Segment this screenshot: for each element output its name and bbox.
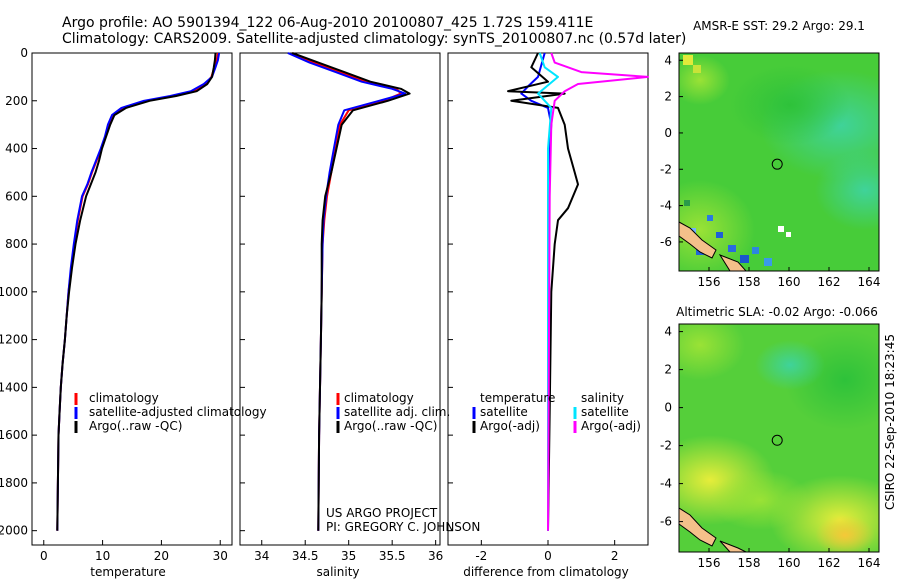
map-y-tick-label: 0 xyxy=(664,126,672,140)
depth-tick-label: 1200 xyxy=(0,333,28,347)
x-tick-label: -2 xyxy=(475,549,487,563)
legend-sal-satellite-label: satellite xyxy=(581,405,629,419)
depth-tick-label: 1000 xyxy=(0,285,28,299)
figure-title-line1: Argo profile: AO 5901394_122 06-Aug-2010… xyxy=(62,15,593,31)
sla-argo-location-marker xyxy=(771,434,783,446)
x-tick-label: 36 xyxy=(428,549,443,563)
x-tick-label: 10 xyxy=(95,549,110,563)
x-tick-label: 20 xyxy=(154,549,169,563)
legend-satellite-label: satellite-adjusted climatology xyxy=(89,405,267,419)
difference-legend: temperature satellite Argo(-adj) salinit… xyxy=(472,391,641,433)
map-y-tick-label: -4 xyxy=(660,477,672,491)
temperature-xlabel: temperature xyxy=(90,565,165,579)
salinity-legend: climatology satellite adj. clim. Argo(..… xyxy=(336,391,450,433)
depth-tick-label: 400 xyxy=(5,142,28,156)
depth-tick-label: 0 xyxy=(20,46,28,60)
difference-xlabel: difference from climatology xyxy=(463,565,629,579)
legend-temp-argo-label: Argo(-adj) xyxy=(480,419,540,433)
depth-tick-label: 200 xyxy=(5,94,28,108)
map-y-tick-label: -2 xyxy=(660,162,672,176)
map-x-tick-label: 158 xyxy=(738,556,761,570)
temperature-plot-frame xyxy=(31,52,233,546)
x-tick-label: 35 xyxy=(341,549,356,563)
map-y-tick-label: -2 xyxy=(660,439,672,453)
sst-map-title: AMSR-E SST: 29.2 Argo: 29.1 xyxy=(693,19,865,33)
sla-map-title: Altimetric SLA: -0.02 Argo: -0.066 xyxy=(676,305,878,319)
sst-map-field xyxy=(679,53,879,271)
map-y-tick-label: 4 xyxy=(664,53,672,67)
figure-title-line2: Climatology: CARS2009. Satellite-adjuste… xyxy=(62,31,686,47)
map-x-tick-label: 160 xyxy=(778,556,801,570)
x-tick-label: 34.5 xyxy=(292,549,319,563)
legend-argo-label: Argo(..raw -QC) xyxy=(344,419,437,433)
series-satellite xyxy=(537,52,559,531)
sla-map-frame xyxy=(678,323,880,553)
legend-argo-label: Argo(..raw -QC) xyxy=(89,419,182,433)
x-tick-label: 35.5 xyxy=(379,549,406,563)
map-y-tick-label: 0 xyxy=(664,401,672,415)
depth-axis: 0 200 400 600 800 1000 1200 1400 1600 1800 2000 xyxy=(0,46,37,538)
legend-climatology-label: climatology xyxy=(89,391,159,405)
depth-tick-label: 1400 xyxy=(0,380,28,394)
temperature-legend: climatology satellite-adjusted climatolo… xyxy=(74,391,267,433)
sst-map-frame xyxy=(678,52,880,272)
map-x-tick-label: 160 xyxy=(778,275,801,289)
map-x-tick-label: 162 xyxy=(818,275,841,289)
difference-plot: -2 0 2 xyxy=(448,52,649,563)
legend-temperature-title: temperature xyxy=(480,391,555,405)
pi-credit: PI: GREGORY C. JOHNSON xyxy=(326,520,480,534)
depth-tick-label: 2000 xyxy=(0,524,28,538)
series-argo-raw-qc xyxy=(56,52,217,531)
salinity-plot: 34 34.5 35 35.5 36 xyxy=(240,52,443,563)
legend-temp-satellite-label: satellite xyxy=(480,405,528,419)
x-tick-label: 0 xyxy=(544,549,552,563)
legend-salinity-title: salinity xyxy=(581,391,624,405)
x-tick-label: 30 xyxy=(213,549,228,563)
map-y-tick-label: 2 xyxy=(664,90,672,104)
map-x-tick-label: 158 xyxy=(738,275,761,289)
map-y-tick-label: -6 xyxy=(660,235,672,249)
sla-map-field xyxy=(679,324,879,552)
series-argo-adj xyxy=(507,52,579,531)
legend-climatology-label: climatology xyxy=(344,391,414,405)
project-credit: US ARGO PROJECT xyxy=(326,506,438,520)
temperature-plot: 0 10 20 30 xyxy=(40,52,228,563)
map-y-tick-label: -4 xyxy=(660,199,672,213)
map-x-tick-label: 156 xyxy=(698,556,721,570)
x-tick-label: 2 xyxy=(611,549,619,563)
sla-map-axes: 156 158 160 162 164 4 2 0 -2 -4 -6 xyxy=(660,325,880,570)
salinity-xlabel: salinity xyxy=(316,565,359,579)
map-y-tick-label: 4 xyxy=(664,325,672,339)
map-x-tick-label: 162 xyxy=(818,556,841,570)
depth-tick-label: 800 xyxy=(5,237,28,251)
x-tick-label: 34 xyxy=(254,549,269,563)
series-argo-adj xyxy=(547,52,649,531)
sst-map-axes: 156 158 160 162 164 4 2 0 -2 -4 -6 xyxy=(660,53,880,289)
depth-tick-label: 1800 xyxy=(0,476,28,490)
x-tick-label: 0 xyxy=(40,549,48,563)
legend-sal-argo-label: Argo(-adj) xyxy=(581,419,641,433)
map-x-tick-label: 156 xyxy=(698,275,721,289)
map-x-tick-label: 164 xyxy=(858,556,881,570)
map-y-tick-label: -6 xyxy=(660,515,672,529)
legend-satellite-label: satellite adj. clim. xyxy=(344,405,450,419)
map-x-tick-label: 164 xyxy=(858,275,881,289)
csiro-timestamp: CSIRO 22-Sep-2010 18:23:45 xyxy=(883,334,897,510)
depth-tick-label: 600 xyxy=(5,189,28,203)
map-y-tick-label: 2 xyxy=(664,363,672,377)
sst-argo-location-marker xyxy=(771,158,783,170)
series-argo-raw-qc xyxy=(291,52,411,531)
depth-tick-label: 1600 xyxy=(0,428,28,442)
